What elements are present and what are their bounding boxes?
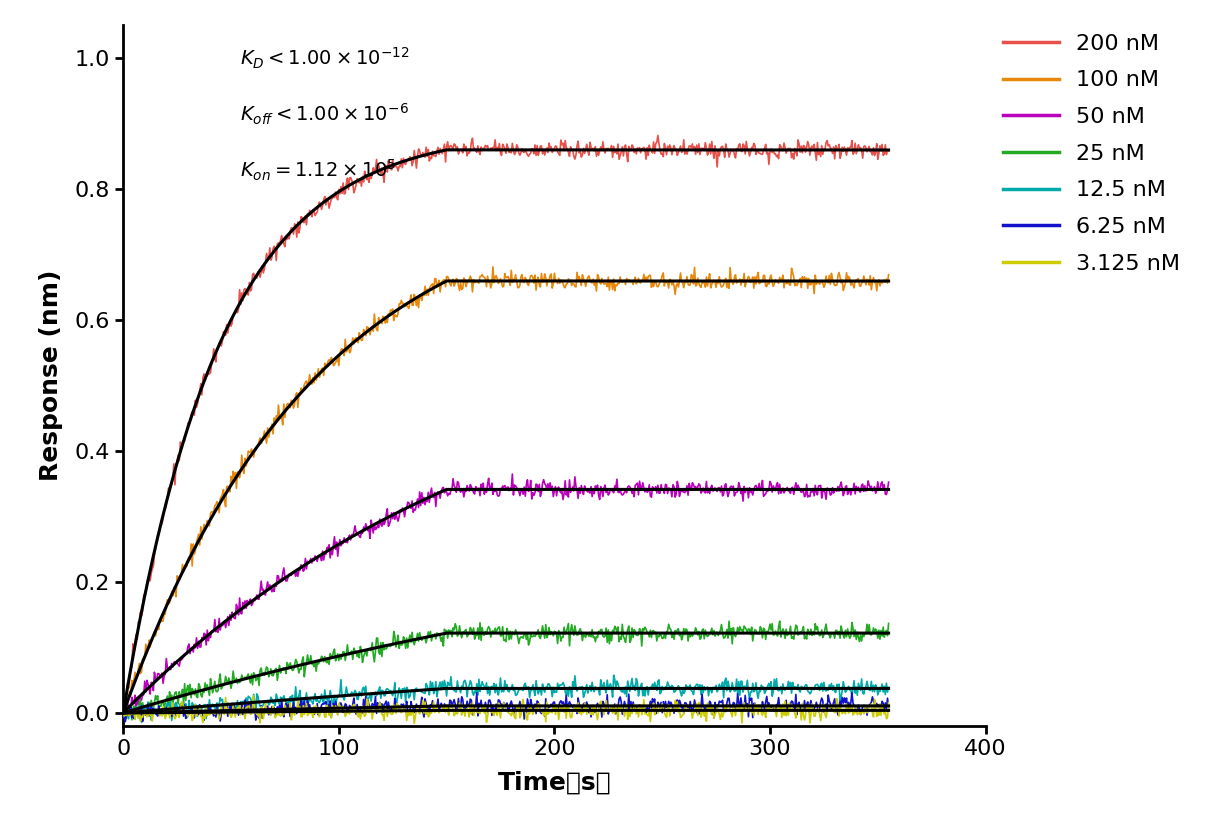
Text: $K_{on}=1.12\times10^5$: $K_{on}=1.12\times10^5$ — [240, 158, 395, 183]
Text: $K_D<1.00\times10^{-12}$: $K_D<1.00\times10^{-12}$ — [240, 45, 409, 71]
Text: $K_{off}<1.00\times10^{-6}$: $K_{off}<1.00\times10^{-6}$ — [240, 102, 409, 127]
Legend: 200 nM, 100 nM, 50 nM, 25 nM, 12.5 nM, 6.25 nM, 3.125 nM: 200 nM, 100 nM, 50 nM, 25 nM, 12.5 nM, 6… — [994, 25, 1189, 282]
X-axis label: Time（s）: Time（s） — [498, 771, 611, 794]
Y-axis label: Response (nm): Response (nm) — [39, 270, 63, 481]
